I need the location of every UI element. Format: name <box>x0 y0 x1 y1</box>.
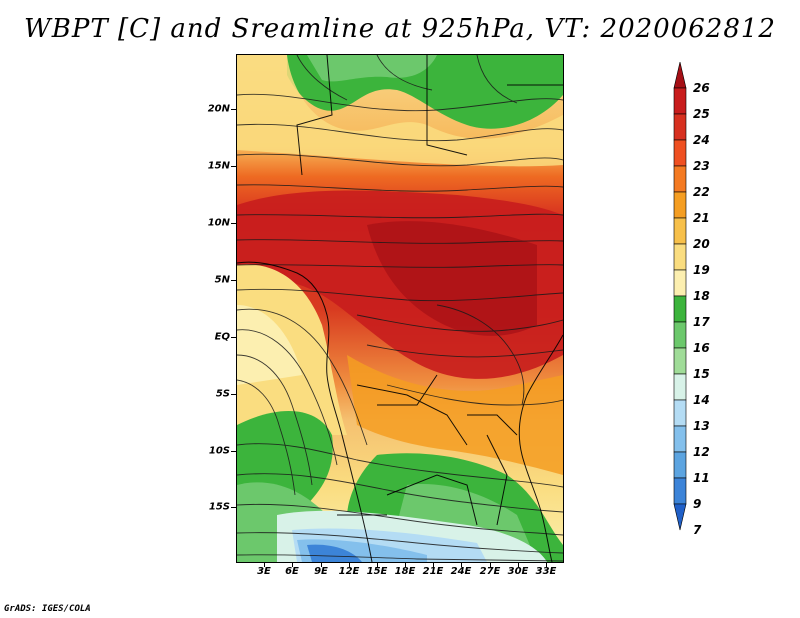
wbpt-field-map <box>237 55 563 562</box>
colorbar-box <box>673 347 687 375</box>
lon-tick <box>490 563 491 567</box>
lon-tick <box>349 563 350 567</box>
lon-label-21e: 21E <box>422 566 444 577</box>
lon-label-3e: 3E <box>257 566 271 577</box>
colorbar-top-triangle <box>673 62 687 89</box>
colorbar-box <box>673 191 687 219</box>
chart-title: WBPT [C] and Sreamline at 925hPa, VT: 20… <box>24 14 776 44</box>
colorbar-bottom-triangle <box>673 503 687 531</box>
lat-label-10n: 10N <box>207 217 230 229</box>
lat-label-20n: 20N <box>207 103 230 115</box>
colorbar-box <box>673 477 687 505</box>
colorbar-label: 7 <box>693 523 702 537</box>
colorbar-box <box>673 139 687 167</box>
colorbar-box <box>673 425 687 453</box>
colorbar-label: 25 <box>693 107 710 121</box>
colorbar-label: 16 <box>693 341 710 355</box>
lon-tick <box>377 563 378 567</box>
lon-tick <box>461 563 462 567</box>
lon-label-24e: 24E <box>450 566 472 577</box>
lat-tick <box>231 280 236 281</box>
colorbar-box <box>673 451 687 479</box>
lon-tick <box>264 563 265 567</box>
colorbar-label: 24 <box>693 133 710 147</box>
colorbar-label: 11 <box>693 471 710 485</box>
colorbar-box <box>673 295 687 323</box>
lat-tick <box>231 337 236 338</box>
lon-tick <box>546 563 547 567</box>
lon-label-15e: 15E <box>366 566 388 577</box>
colorbar-label: 20 <box>693 237 710 251</box>
colorbar-label: 18 <box>693 289 710 303</box>
lat-tick <box>231 166 236 167</box>
lon-tick <box>292 563 293 567</box>
lat-label-15s: 15S <box>208 501 230 513</box>
colorbar-label: 12 <box>693 445 710 459</box>
lon-label-27e: 27E <box>479 566 501 577</box>
lat-label-5s: 5S <box>215 388 230 400</box>
lat-tick <box>231 507 236 508</box>
lon-label-9e: 9E <box>314 566 328 577</box>
lat-tick <box>231 394 236 395</box>
lat-label-eq: EQ <box>214 331 230 343</box>
colorbar-box <box>673 399 687 427</box>
colorbar-label: 22 <box>693 185 710 199</box>
colorbar-label: 14 <box>693 393 710 407</box>
lon-tick <box>433 563 434 567</box>
colorbar-box <box>673 113 687 141</box>
colorbar-box <box>673 87 687 115</box>
grads-credit: GrADS: IGES/COLA <box>4 604 91 614</box>
colorbar-label: 26 <box>693 81 710 95</box>
colorbar-label: 9 <box>693 497 702 511</box>
colorbar-label: 19 <box>693 263 710 277</box>
colorbar-label: 13 <box>693 419 710 433</box>
colorbar-box <box>673 321 687 349</box>
lon-tick <box>405 563 406 567</box>
lat-tick <box>231 109 236 110</box>
lon-tick <box>518 563 519 567</box>
colorbar-box <box>673 217 687 245</box>
map-panel <box>236 54 564 563</box>
colorbar-label: 15 <box>693 367 710 381</box>
lon-tick <box>321 563 322 567</box>
lon-label-6e: 6E <box>285 566 299 577</box>
lat-label-10s: 10S <box>208 445 230 457</box>
colorbar-label: 17 <box>693 315 710 329</box>
colorbar-label: 21 <box>693 211 710 225</box>
lon-label-33e: 33E <box>535 566 557 577</box>
colorbar-box <box>673 269 687 297</box>
colorbar-box <box>673 243 687 271</box>
colorbar-box <box>673 165 687 193</box>
lat-tick <box>231 451 236 452</box>
lat-label-15n: 15N <box>207 160 230 172</box>
colorbar <box>673 62 687 531</box>
lat-tick <box>231 223 236 224</box>
colorbar-label: 23 <box>693 159 710 173</box>
colorbar-box <box>673 373 687 401</box>
lon-label-12e: 12E <box>338 566 360 577</box>
lon-label-18e: 18E <box>394 566 416 577</box>
lon-label-30e: 30E <box>507 566 529 577</box>
lat-label-5n: 5N <box>214 274 230 286</box>
